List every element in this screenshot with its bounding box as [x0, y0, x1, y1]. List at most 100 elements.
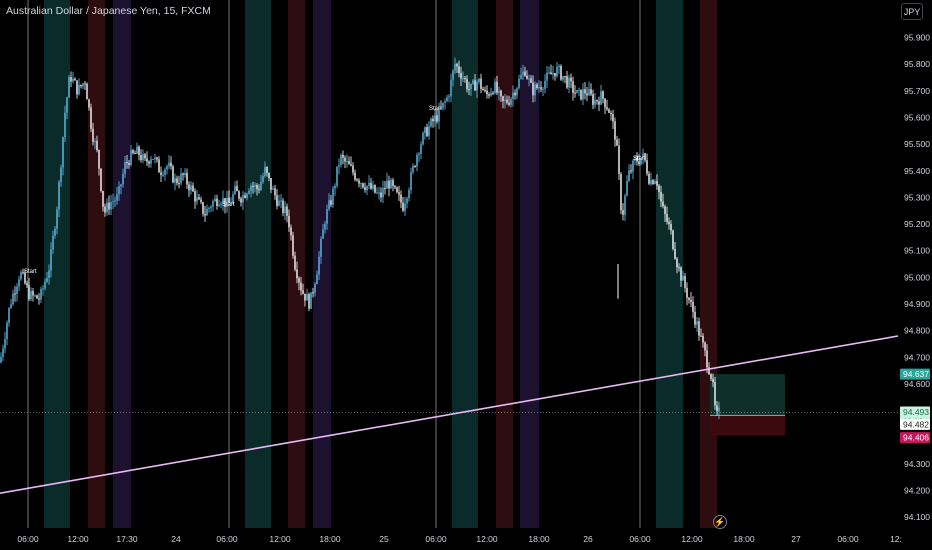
candle-body: [392, 179, 394, 186]
candle-body: [620, 174, 622, 211]
candle-body: [484, 90, 486, 92]
candle-body: [182, 173, 184, 175]
candle-body: [222, 198, 224, 204]
candle-body: [558, 65, 560, 67]
candle-body: [646, 160, 648, 174]
candle-body: [288, 215, 290, 228]
candle-body: [276, 195, 278, 206]
candle-body: [144, 154, 146, 159]
candle-body: [130, 150, 132, 165]
candle-body: [156, 157, 158, 160]
candle-body: [298, 278, 300, 283]
candle-body: [534, 84, 536, 96]
stop-price-label-bg: [900, 432, 930, 444]
candle-body: [426, 127, 428, 137]
candle-body: [448, 96, 450, 98]
candle-body: [342, 154, 344, 158]
candle-body: [302, 290, 304, 294]
candle-body: [282, 200, 284, 214]
candle-body: [108, 202, 110, 210]
candle-body: [18, 279, 20, 287]
candle-body: [226, 197, 228, 207]
candle-body: [568, 77, 570, 88]
candle-body: [0, 356, 2, 363]
candle-body: [250, 185, 252, 191]
candle-body: [644, 153, 646, 161]
candle-body: [364, 187, 366, 191]
candle-body: [456, 64, 458, 67]
candle-body: [564, 76, 566, 78]
candle-body: [176, 178, 178, 184]
candle-body: [152, 159, 154, 161]
candle-body: [494, 81, 496, 94]
candle-body: [2, 348, 4, 357]
candle-body: [32, 291, 34, 296]
candle-body: [444, 101, 446, 103]
candle-body: [60, 167, 62, 183]
candle-body: [654, 181, 656, 184]
candle-body: [614, 121, 616, 140]
session-band-teal: [452, 0, 478, 528]
candle-body: [684, 275, 686, 288]
candles: [0, 57, 720, 419]
candle-body: [508, 102, 510, 105]
candle-body: [64, 112, 66, 138]
candle-body: [340, 154, 342, 165]
candle-body: [604, 98, 606, 108]
target-price-label-bg: [900, 368, 930, 380]
candle-body: [154, 157, 156, 160]
candle-body: [72, 78, 74, 82]
candle-body: [442, 102, 444, 108]
candle-body: [472, 80, 474, 84]
candle-body: [56, 209, 58, 229]
candle-body: [540, 87, 542, 90]
candle-body: [688, 297, 690, 300]
lightning-icon[interactable]: ⚡: [713, 515, 727, 529]
price-tick-label: 95.700: [904, 86, 930, 96]
last-price-label: 94.493: [903, 407, 929, 417]
candle-body: [430, 118, 432, 127]
candle-body: [576, 90, 578, 94]
candle-body: [306, 294, 308, 301]
candle-body: [440, 107, 442, 109]
session-band-red: [88, 0, 105, 528]
candle-body: [16, 286, 18, 295]
candle-body: [400, 194, 402, 203]
candle-body: [332, 188, 334, 205]
candle-body: [246, 193, 248, 198]
time-tick-label: 24: [171, 534, 181, 544]
candle-body: [80, 84, 82, 87]
candle-body: [98, 150, 100, 169]
candle-body: [492, 92, 494, 94]
candle-body: [532, 82, 534, 96]
candle-body: [680, 267, 682, 281]
time-tick-label: 12:00: [67, 534, 89, 544]
candle-body: [310, 292, 312, 309]
candle-body: [424, 127, 426, 134]
candle-body: [596, 100, 598, 102]
candle-body: [396, 187, 398, 193]
candle-body: [146, 158, 148, 162]
candle-body: [698, 321, 700, 336]
currency-button[interactable]: JPY: [901, 3, 923, 20]
time-tick-label: 18:00: [319, 534, 341, 544]
candle-body: [500, 90, 502, 97]
candle-body: [438, 107, 440, 122]
candle-body: [352, 165, 354, 173]
candle-body: [376, 192, 378, 194]
candle-body: [280, 200, 282, 202]
candle-body: [640, 158, 642, 164]
candle-body: [290, 227, 292, 236]
candle-body: [242, 195, 244, 203]
candle-body: [326, 209, 328, 224]
session-band-purple: [520, 0, 539, 528]
candle-body: [30, 291, 32, 300]
candle-body: [414, 165, 416, 167]
candle-body: [412, 165, 414, 173]
candle-body: [348, 161, 350, 165]
candle-body: [10, 304, 12, 308]
candle-body: [128, 162, 130, 165]
candle-body: [708, 367, 710, 375]
time-tick-label: 27: [791, 534, 801, 544]
